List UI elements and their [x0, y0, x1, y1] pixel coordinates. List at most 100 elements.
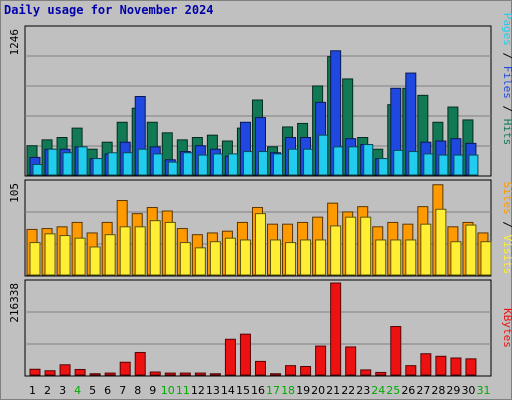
- bar-sites-day-16: [254, 213, 266, 276]
- bar-pages-day-21: [333, 146, 344, 176]
- legend-entry: Sites: [501, 182, 512, 215]
- legend-entry: Hits: [501, 119, 512, 146]
- bar-kbytes-day-12: [194, 372, 206, 376]
- bar-pages-day-25: [393, 149, 404, 176]
- bar-pages-day-24: [378, 158, 389, 176]
- x-tick-label-20: 20: [311, 384, 325, 397]
- legend-entry: /: [501, 99, 512, 119]
- bar-sites-day-3: [59, 235, 71, 276]
- x-tick-label-25: 25: [386, 384, 400, 397]
- bar-sites-day-24: [375, 239, 387, 276]
- x-tick-label-27: 27: [416, 384, 430, 397]
- bar-pages-day-16: [257, 151, 268, 176]
- bar-pages-day-27: [423, 153, 434, 176]
- bar-sites-day-13: [209, 241, 221, 276]
- x-tick-label-12: 12: [191, 384, 205, 397]
- bar-pages-day-2: [47, 148, 58, 176]
- bar-pages-day-8: [137, 148, 148, 176]
- bar-kbytes-day-20: [315, 345, 327, 376]
- x-tick-label-15: 15: [236, 384, 250, 397]
- bar-kbytes-day-7: [119, 361, 131, 376]
- bar-sites-day-29: [450, 241, 462, 276]
- legend-entry: Files: [501, 66, 512, 99]
- x-tick-label-4: 4: [74, 384, 81, 397]
- bar-sites-day-7: [119, 226, 131, 276]
- x-tick-label-14: 14: [221, 384, 235, 397]
- x-tick-label-17: 17: [266, 384, 280, 397]
- bar-sites-day-4: [74, 237, 86, 276]
- panel-2-legend: KBytes: [501, 308, 512, 348]
- panel-2-plot-area: [24, 279, 492, 377]
- bar-kbytes-day-11: [179, 372, 191, 376]
- bar-sites-day-30: [465, 224, 477, 276]
- bar-pages-day-11: [182, 152, 193, 176]
- x-tick-label-22: 22: [341, 384, 355, 397]
- bar-kbytes-day-25: [390, 326, 402, 376]
- x-tick-label-11: 11: [176, 384, 190, 397]
- x-tick-label-30: 30: [461, 384, 475, 397]
- legend-entry: KBytes: [501, 308, 512, 348]
- bar-kbytes-day-18: [285, 365, 297, 376]
- bar-kbytes-day-21: [330, 282, 342, 376]
- bar-sites-day-2: [44, 233, 56, 276]
- bar-sites-day-17: [270, 239, 282, 276]
- bar-kbytes-day-15: [239, 333, 251, 376]
- bar-sites-day-31: [480, 241, 492, 276]
- chart-title: Daily usage for November 2024: [4, 3, 214, 17]
- bar-pages-day-1: [32, 163, 43, 176]
- bar-sites-day-6: [104, 234, 116, 276]
- bar-kbytes-day-8: [134, 351, 146, 376]
- x-tick-label-6: 6: [104, 384, 111, 397]
- bar-pages-day-9: [152, 153, 163, 176]
- bar-kbytes-day-26: [405, 365, 417, 376]
- bar-sites-day-22: [345, 216, 357, 276]
- x-tick-label-10: 10: [161, 384, 175, 397]
- bar-pages-day-14: [227, 153, 238, 176]
- legend-entry: Visits: [501, 235, 512, 275]
- x-tick-label-19: 19: [296, 384, 310, 397]
- bar-kbytes-day-28: [435, 355, 447, 376]
- x-tick-label-26: 26: [401, 384, 415, 397]
- x-tick-label-28: 28: [431, 384, 445, 397]
- bar-sites-day-27: [420, 223, 432, 276]
- bar-pages-day-4: [77, 146, 88, 176]
- bar-kbytes-day-6: [104, 372, 116, 376]
- bar-sites-day-14: [224, 237, 236, 276]
- x-tick-label-8: 8: [134, 384, 141, 397]
- bar-pages-day-13: [212, 153, 223, 176]
- bar-sites-day-19: [300, 239, 312, 276]
- bar-sites-day-12: [194, 247, 206, 276]
- bar-kbytes-day-2: [44, 370, 56, 376]
- bar-sites-day-11: [179, 242, 191, 276]
- x-tick-label-21: 21: [326, 384, 340, 397]
- bar-pages-day-12: [197, 154, 208, 176]
- x-tick-label-2: 2: [44, 384, 51, 397]
- bar-pages-day-15: [242, 151, 253, 176]
- bar-kbytes-day-13: [209, 373, 221, 376]
- panel-0-legend: Pages / Files / Hits: [501, 13, 512, 146]
- bar-sites-day-15: [239, 239, 251, 276]
- bar-pages-day-28: [438, 154, 449, 176]
- bar-kbytes-day-10: [164, 372, 176, 376]
- legend-entry: Pages: [501, 13, 512, 46]
- bar-sites-day-20: [315, 239, 327, 276]
- x-tick-label-3: 3: [59, 384, 66, 397]
- bar-kbytes-day-9: [149, 371, 161, 376]
- bar-sites-day-9: [149, 220, 161, 276]
- panel-1-max-label: 105: [8, 183, 21, 203]
- x-tick-label-1: 1: [29, 384, 36, 397]
- bar-sites-day-10: [164, 221, 176, 276]
- bar-kbytes-day-4: [74, 368, 86, 376]
- bar-pages-day-3: [62, 152, 73, 176]
- bar-pages-day-18: [288, 148, 299, 176]
- bar-kbytes-day-3: [59, 364, 71, 376]
- bar-kbytes-day-23: [360, 369, 372, 376]
- bar-pages-day-23: [363, 144, 374, 176]
- legend-entry: /: [501, 215, 512, 235]
- bar-sites-day-8: [134, 226, 146, 276]
- panel-0-max-label: 1246: [8, 29, 21, 56]
- bar-pages-day-22: [348, 146, 359, 176]
- bar-sites-day-5: [89, 246, 101, 276]
- bar-kbytes-day-14: [224, 338, 236, 376]
- x-tick-label-9: 9: [149, 384, 156, 397]
